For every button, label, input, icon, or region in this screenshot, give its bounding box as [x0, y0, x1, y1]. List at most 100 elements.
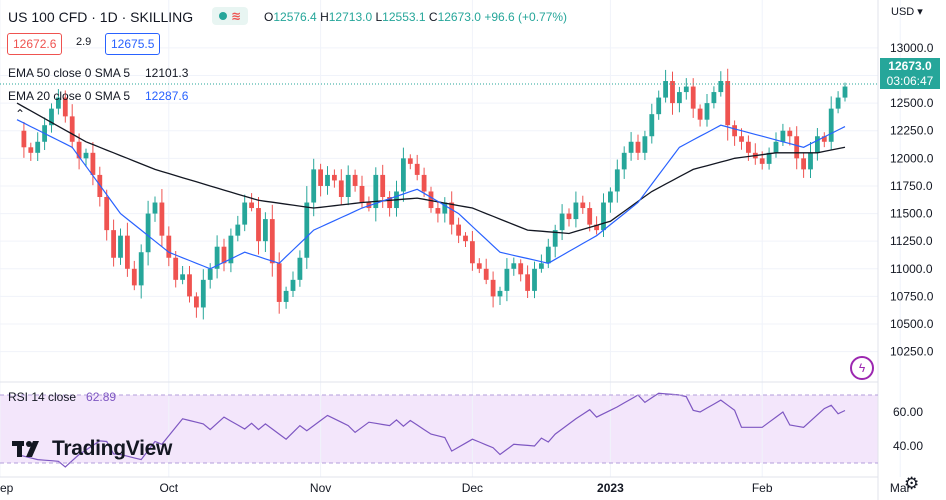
- candle-body: [166, 235, 172, 258]
- ema50-legend[interactable]: EMA 50 close 0 SMA 5 12101.3: [8, 66, 188, 80]
- candle-body: [318, 169, 323, 186]
- candle-body: [200, 279, 206, 308]
- candle-body: [739, 136, 744, 142]
- candle-body: [145, 213, 151, 253]
- candle-body: [442, 202, 448, 214]
- ohlc-legend: O12576.4 H12713.0 L12553.1 C12673.0 +96.…: [264, 10, 568, 24]
- candle-body: [269, 219, 275, 264]
- ema50-label: EMA 50 close 0 SMA 5: [8, 66, 131, 80]
- lightning-icon[interactable]: ϟ: [850, 356, 874, 380]
- candle-body: [449, 202, 455, 225]
- candle-body: [125, 235, 130, 269]
- candle-body: [587, 208, 593, 225]
- candle-body: [345, 174, 351, 197]
- time-tick-label: Mar: [890, 481, 911, 495]
- candle-body: [111, 230, 116, 258]
- candle-body: [601, 202, 606, 231]
- candle-body: [787, 130, 793, 137]
- candle-body: [35, 141, 41, 153]
- candle-body: [249, 202, 254, 209]
- candle-body: [608, 191, 613, 203]
- candle-body: [228, 235, 234, 264]
- candle-body: [808, 152, 813, 170]
- candle-body: [780, 130, 786, 142]
- candle-body: [511, 263, 517, 269]
- candle-body: [90, 152, 96, 175]
- candle-body: [828, 108, 834, 142]
- last-price-value: 12673.0: [888, 59, 932, 73]
- tradingview-logo[interactable]: TradingView: [12, 437, 172, 461]
- candle-body: [387, 197, 392, 209]
- candle-body: [401, 158, 406, 192]
- candle-body: [683, 86, 689, 93]
- chevron-up-icon[interactable]: ⌃: [14, 107, 26, 121]
- candle-body: [732, 125, 737, 137]
- candle-body: [214, 246, 220, 269]
- gear-icon[interactable]: ⚙: [904, 474, 920, 493]
- symbol-title[interactable]: US 100 CFD · 1D · SKILLING: [8, 9, 194, 25]
- candle-body: [56, 97, 61, 109]
- candle-body: [573, 202, 579, 220]
- candle-body: [69, 116, 75, 142]
- candle-body: [263, 219, 268, 242]
- candle-body: [704, 103, 710, 120]
- candle-body: [407, 158, 413, 164]
- candle-body: [594, 224, 599, 231]
- logo-text: TradingView: [52, 437, 173, 460]
- change-value: +96.6 (+0.77%): [484, 10, 568, 24]
- candle-body: [290, 279, 296, 291]
- price-axis[interactable]: 10250.0 10500.0 10750.0 11000.0 11250.0 11500…: [890, 41, 934, 359]
- rsi-legend[interactable]: RSI 14 close 62.89: [8, 390, 116, 404]
- candle-body: [746, 141, 751, 153]
- ema50-line: [16, 102, 846, 235]
- candle-body: [49, 108, 54, 126]
- candle-body: [207, 268, 213, 280]
- price-tick-label: 12000.0: [890, 151, 934, 165]
- candle-body: [28, 147, 34, 153]
- candle-body: [414, 163, 420, 175]
- candle-body: [539, 263, 544, 269]
- time-tick-label: 2023: [597, 481, 624, 495]
- wave-icon: ≋: [230, 9, 242, 23]
- candle-body: [76, 141, 82, 159]
- candle-body: [504, 268, 510, 291]
- candle-body: [187, 274, 192, 297]
- candle-body: [497, 290, 503, 297]
- time-axis[interactable]: ep Oct Nov Dec 2023 Feb Mar: [0, 481, 911, 495]
- candle-body: [766, 152, 772, 164]
- market-open-dot-icon: [218, 12, 227, 20]
- rsi-tick-label: 40.00: [893, 439, 923, 453]
- candle-body: [83, 152, 89, 159]
- price-tick-label: 11250.0: [890, 234, 933, 248]
- buy-price-button[interactable]: 12675.5: [105, 33, 161, 55]
- candle-body: [332, 174, 337, 181]
- candle-body: [235, 224, 241, 236]
- time-tick-label: Oct: [159, 481, 178, 495]
- candle-body: [552, 230, 558, 247]
- price-tick-label: 10500.0: [890, 317, 934, 331]
- candle-body: [821, 136, 827, 142]
- candle-body: [118, 235, 123, 258]
- rsi-line: [16, 392, 846, 468]
- candle-body: [649, 114, 655, 137]
- market-status-icon[interactable]: ≋: [212, 7, 248, 25]
- candle-body: [256, 208, 261, 242]
- sell-price-button[interactable]: 12672.6: [7, 33, 63, 55]
- price-tick-label: 12250.0: [890, 124, 934, 138]
- ema50-value: 12101.3: [145, 66, 189, 80]
- low-value: 12553.1: [382, 10, 426, 24]
- candle-body: [311, 169, 317, 203]
- currency-label[interactable]: USD ▾: [891, 6, 923, 18]
- candle-body: [283, 290, 289, 302]
- candle-body: [483, 268, 489, 280]
- candle-body: [62, 97, 68, 117]
- ema20-legend[interactable]: EMA 20 close 0 SMA 5 12287.6: [8, 89, 188, 103]
- candle-body: [428, 191, 434, 209]
- candle-body: [635, 141, 641, 153]
- candle-body: [835, 97, 841, 109]
- candle-body: [518, 263, 524, 275]
- candle-body: [359, 185, 365, 203]
- candle-body: [435, 208, 441, 214]
- candle-body: [159, 202, 165, 236]
